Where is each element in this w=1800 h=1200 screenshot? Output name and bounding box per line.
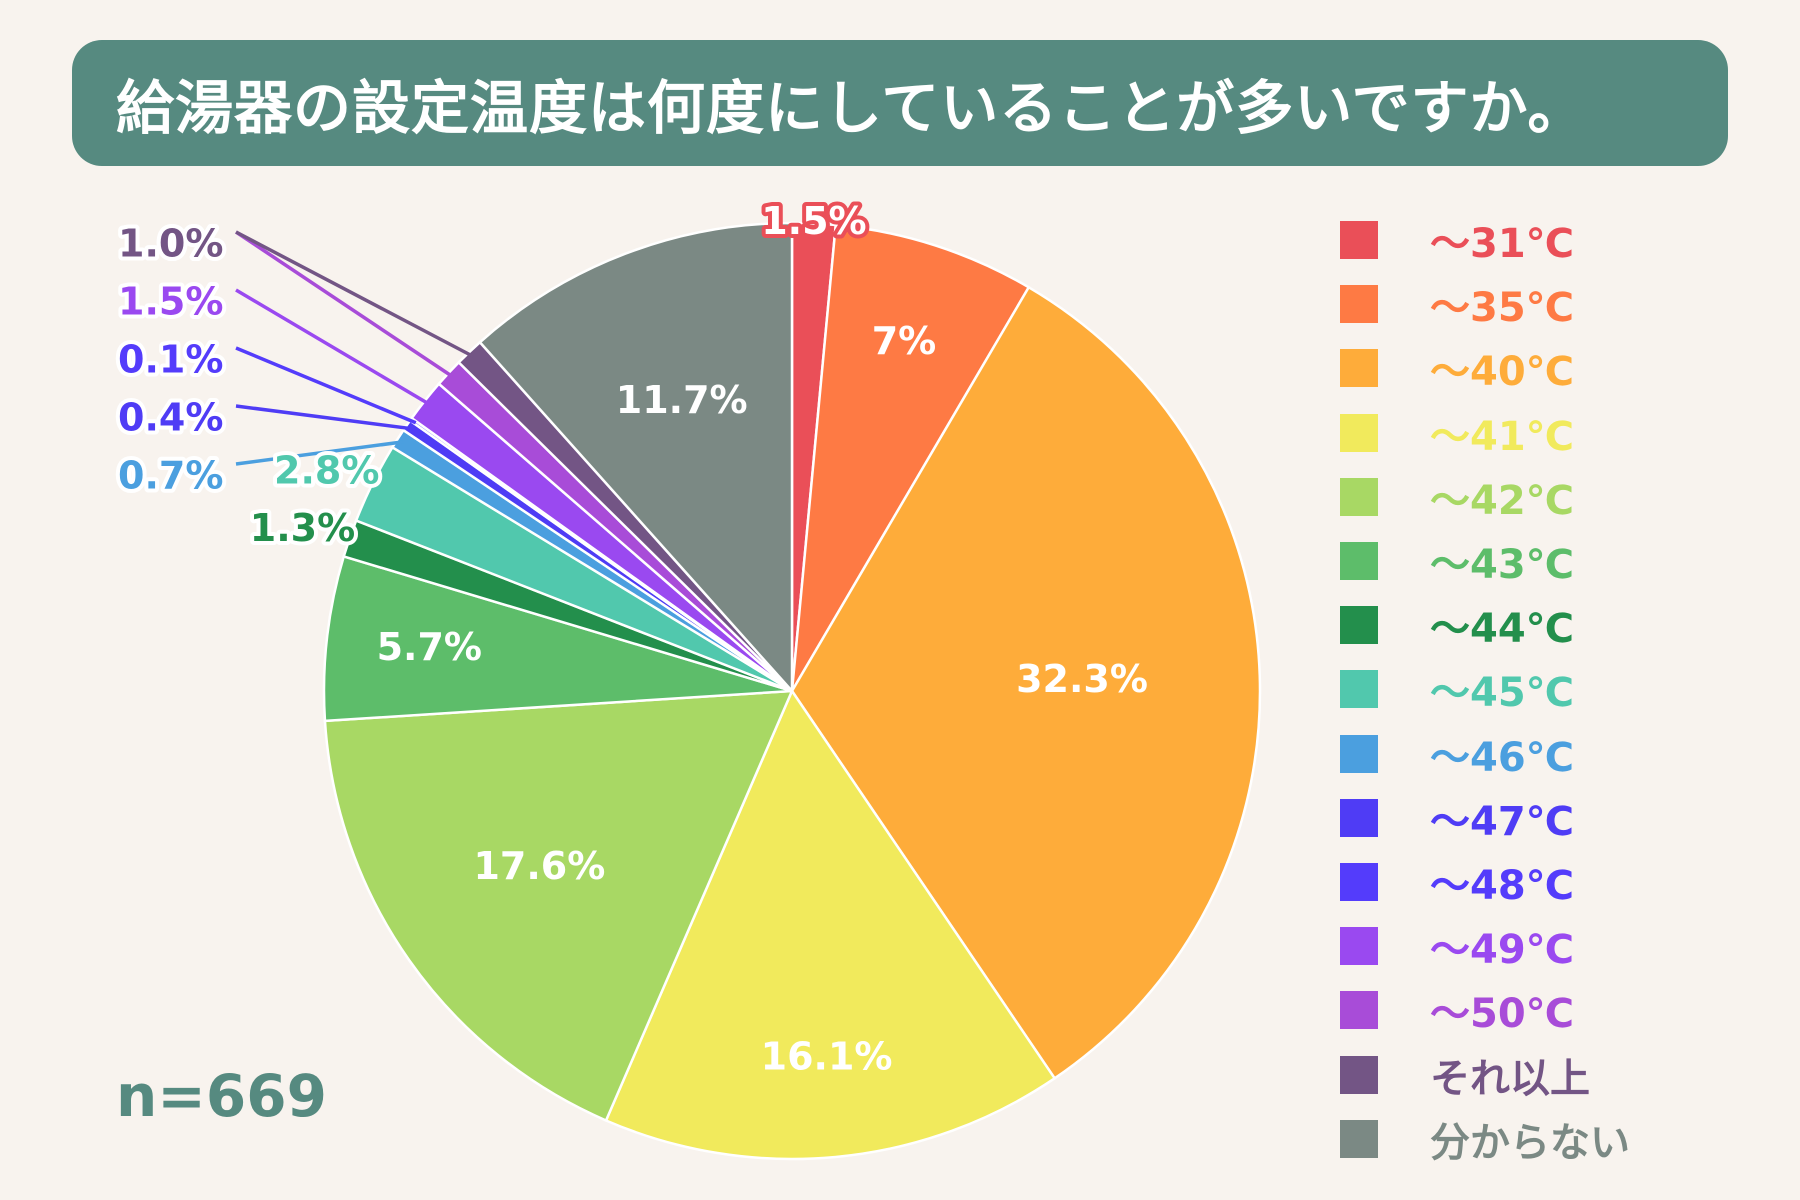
legend-label: 分からない xyxy=(1430,1119,1630,1166)
leader-line-14 xyxy=(235,230,475,359)
pie-slice-6 xyxy=(322,554,793,723)
legend-swatch xyxy=(1340,542,1378,581)
legend-label: 〜49℃ xyxy=(1430,927,1575,974)
legend-swatch xyxy=(1340,413,1378,452)
data-label-11: 0.1% xyxy=(118,338,223,382)
legend-label: 〜35℃ xyxy=(1430,285,1575,332)
legend-item-15: 分からない xyxy=(1340,1107,1630,1171)
legend-item-14: それ以上 xyxy=(1340,1042,1630,1106)
data-label-14: 1.0% xyxy=(118,222,223,266)
legend-label: 〜50℃ xyxy=(1430,991,1575,1038)
legend-label: 〜40℃ xyxy=(1430,349,1575,396)
legend-label: 〜41℃ xyxy=(1430,413,1575,460)
legend-item-4: 〜41℃ xyxy=(1340,401,1630,465)
legend-swatch xyxy=(1340,991,1378,1030)
data-label-15: 11.7% xyxy=(616,378,748,422)
legend-item-9: 〜46℃ xyxy=(1340,722,1630,786)
legend-swatch xyxy=(1340,221,1378,260)
data-label-9: 0.7% xyxy=(118,454,223,498)
pie-slice-3 xyxy=(790,285,1262,1081)
data-label-8: 2.8% xyxy=(274,448,379,492)
title-banner: 給湯器の設定温度は何度にしていることが多いですか。 xyxy=(72,40,1728,166)
legend-item-6: 〜43℃ xyxy=(1340,529,1630,593)
pie-slice-4 xyxy=(604,688,1057,1161)
legend-swatch xyxy=(1340,670,1378,709)
legend: 〜31℃ 〜35℃ 〜40℃ 〜41℃ 〜42℃ 〜43℃ 〜44℃ 〜45℃ 〜46℃ 〜47℃… xyxy=(1340,208,1630,1171)
data-label-5: 17.6% xyxy=(473,844,605,888)
data-label-12: 1.5% xyxy=(118,280,223,324)
legend-swatch xyxy=(1340,285,1378,324)
legend-swatch xyxy=(1340,1119,1378,1158)
legend-item-8: 〜45℃ xyxy=(1340,657,1630,721)
leader-line-11 xyxy=(235,346,417,425)
pie-slice-2 xyxy=(790,223,1031,692)
legend-swatch xyxy=(1340,734,1378,773)
legend-item-13: 〜50℃ xyxy=(1340,978,1630,1042)
legend-label: 〜31℃ xyxy=(1430,221,1575,268)
legend-item-5: 〜42℃ xyxy=(1340,465,1630,529)
leader-line-13 xyxy=(235,230,455,379)
legend-label: 〜44℃ xyxy=(1430,606,1575,653)
pie-slice-5 xyxy=(323,689,794,1123)
legend-item-12: 〜49℃ xyxy=(1340,914,1630,978)
legend-swatch xyxy=(1340,606,1378,645)
legend-label: 〜46℃ xyxy=(1430,734,1575,781)
legend-label: 〜47℃ xyxy=(1430,798,1575,845)
legend-label: 〜48℃ xyxy=(1430,862,1575,909)
legend-label: 〜43℃ xyxy=(1430,542,1575,589)
data-label-4: 16.1% xyxy=(761,1035,893,1079)
legend-swatch xyxy=(1340,862,1378,901)
data-label-10: 0.4% xyxy=(118,396,223,440)
data-label-2: 7% xyxy=(872,319,937,363)
legend-item-7: 〜44℃ xyxy=(1340,593,1630,657)
legend-item-2: 〜35℃ xyxy=(1340,272,1630,336)
legend-item-3: 〜40℃ xyxy=(1340,336,1630,400)
legend-swatch xyxy=(1340,349,1378,388)
legend-swatch xyxy=(1340,927,1378,966)
legend-label: 〜42℃ xyxy=(1430,477,1575,524)
data-label-1: 1.5% xyxy=(761,199,866,243)
data-label-13: 1.0% xyxy=(118,222,223,266)
data-label-3: 32.3% xyxy=(1016,657,1148,701)
leader-line-10 xyxy=(235,404,412,431)
chart-title: 給湯器の設定温度は何度にしていることが多いですか。 xyxy=(116,74,1587,142)
legend-swatch xyxy=(1340,477,1378,516)
legend-swatch xyxy=(1340,1055,1378,1094)
legend-label: 〜45℃ xyxy=(1430,670,1575,717)
data-label-6: 5.7% xyxy=(377,625,482,669)
sample-size: n=669 xyxy=(116,1062,327,1130)
legend-item-1: 〜31℃ xyxy=(1340,208,1630,272)
pie-slice-15 xyxy=(478,221,794,695)
legend-item-10: 〜47℃ xyxy=(1340,786,1630,850)
leader-line-12 xyxy=(235,288,431,406)
data-label-7: 1.3% xyxy=(250,506,355,550)
legend-item-11: 〜48℃ xyxy=(1340,850,1630,914)
legend-swatch xyxy=(1340,798,1378,837)
leader-line-9 xyxy=(235,440,404,466)
legend-label: それ以上 xyxy=(1430,1055,1590,1102)
